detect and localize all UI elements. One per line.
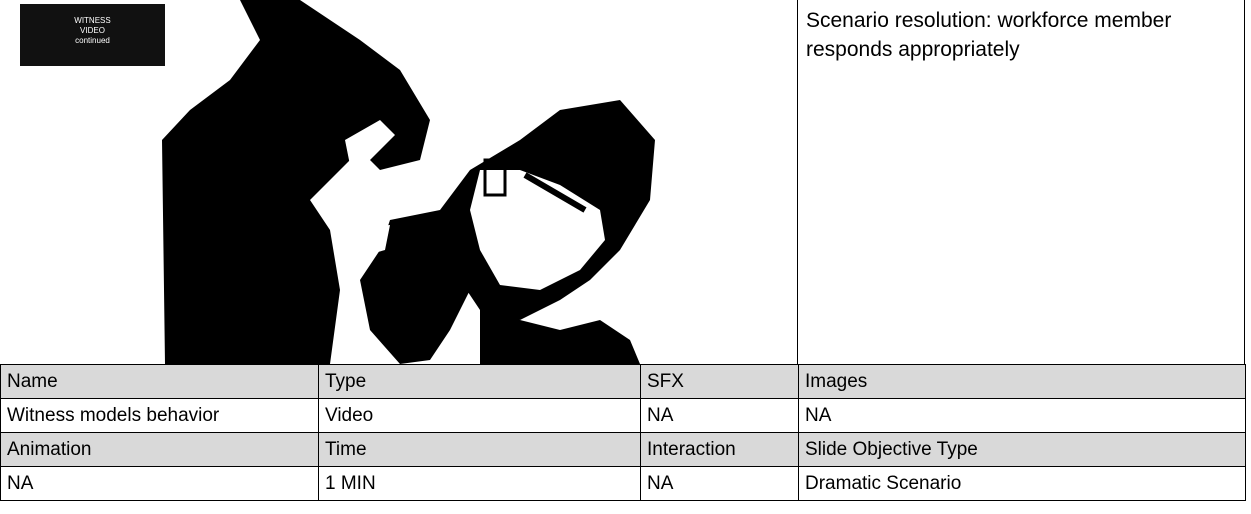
- label-line: WITNESS: [74, 16, 111, 25]
- header-cell: Time: [318, 432, 641, 467]
- video-label: WITNESS VIDEO continued: [20, 4, 165, 66]
- value-cell: 1 MIN: [318, 466, 641, 501]
- value-cell: Dramatic Scenario: [798, 466, 1246, 501]
- value-cell: NA: [640, 466, 799, 501]
- table-row: Witness models behavior Video NA NA: [0, 398, 1246, 433]
- info-table: Name Type SFX Images Witness models behavior…: [0, 364, 1246, 501]
- label-line: continued: [75, 36, 110, 45]
- value-cell: Witness models behavior: [0, 398, 319, 433]
- table-row: NA 1 MIN NA Dramatic Scenario: [0, 466, 1246, 501]
- header-cell: Type: [318, 364, 641, 399]
- table-row: Name Type SFX Images: [0, 364, 1246, 399]
- header-cell: Slide Objective Type: [798, 432, 1246, 467]
- table-row: Animation Time Interaction Slide Objective …: [0, 432, 1246, 467]
- photo: WITNESS VIDEO continued: [0, 0, 798, 364]
- value-cell: Video: [318, 398, 641, 433]
- value-cell: NA: [640, 398, 799, 433]
- scenario-text: Scenario resolution: workforce member re…: [806, 9, 1172, 61]
- header-cell: Animation: [0, 432, 319, 467]
- value-cell: NA: [0, 466, 319, 501]
- top-section: WITNESS VIDEO continued Scenario resolut…: [0, 0, 1245, 364]
- header-cell: Name: [0, 364, 319, 399]
- value-cell: NA: [798, 398, 1246, 433]
- label-line: VIDEO: [80, 26, 105, 35]
- header-cell: Images: [798, 364, 1246, 399]
- header-cell: SFX: [640, 364, 799, 399]
- header-cell: Interaction: [640, 432, 799, 467]
- photo-illustration: [162, 0, 655, 364]
